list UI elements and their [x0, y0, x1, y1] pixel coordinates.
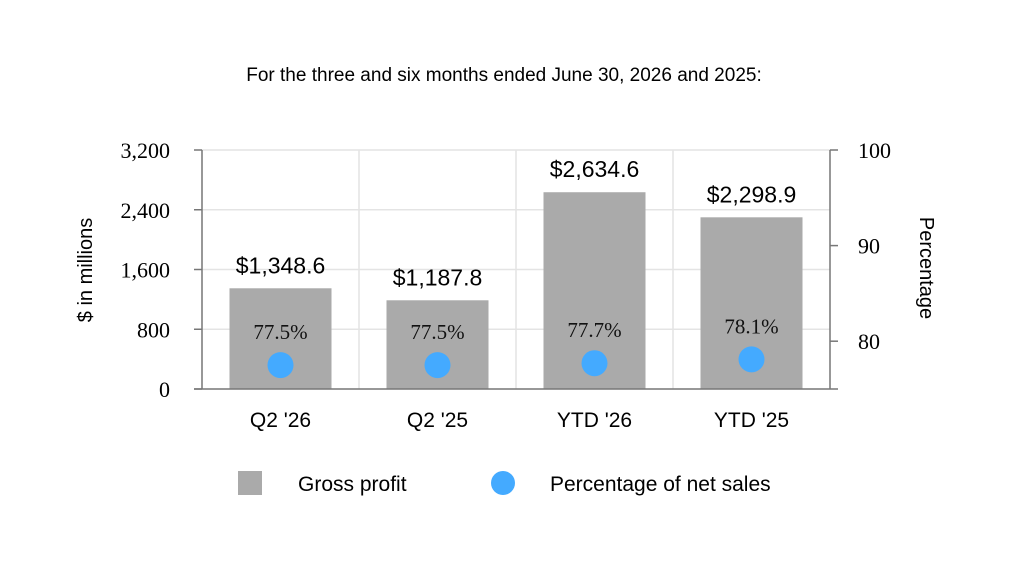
left-tick-label: 3,200: [121, 138, 171, 163]
right-tick-label: 90: [858, 234, 880, 259]
percentage-label: 78.1%: [724, 314, 778, 338]
left-axis-label: $ in millions: [75, 218, 97, 322]
percentage-point-1: [267, 352, 294, 379]
legend-percentage-swatch: [491, 471, 515, 495]
x-tick-label: YTD '26: [557, 409, 632, 432]
left-tick-label: 0: [159, 377, 170, 402]
x-axis-labels: Q2 '26 Q2 '25 YTD '26 YTD '25: [250, 409, 789, 432]
bar-value-label: $1,348.6: [236, 252, 326, 278]
right-axis-ticks: 80 90 100: [830, 138, 891, 354]
legend: Gross profit Percentage of net sales: [238, 471, 771, 496]
right-tick-label: 100: [858, 138, 891, 163]
right-axis-label: Percentage: [915, 217, 937, 319]
left-tick-label: 800: [137, 317, 170, 342]
percentage-label: 77.7%: [567, 318, 621, 342]
left-tick-label: 1,600: [121, 258, 171, 283]
percentage-labels: 77.5% 77.5% 77.7% 78.1%: [253, 314, 778, 344]
left-axis-ticks: 0 800 1,600 2,400 3,200: [121, 138, 202, 402]
chart-title: For the three and six months ended June …: [246, 65, 761, 86]
bar-value-label: $2,634.6: [550, 156, 640, 182]
percentage-label: 77.5%: [253, 320, 307, 344]
left-tick-label: 2,400: [121, 198, 171, 223]
x-tick-label: YTD '25: [714, 409, 789, 432]
right-tick-label: 80: [858, 329, 880, 354]
percentage-point-4: [738, 346, 765, 373]
bar-value-label: $1,187.8: [393, 264, 483, 290]
legend-gross-profit-label: Gross profit: [298, 473, 407, 496]
percentage-point-2: [424, 352, 451, 379]
percentage-point-3: [581, 350, 608, 377]
bar-value-label: $2,298.9: [707, 181, 797, 207]
legend-percentage-label: Percentage of net sales: [550, 473, 771, 496]
bars: [229, 192, 803, 389]
legend-gross-profit-swatch: [238, 471, 262, 495]
percentage-label: 77.5%: [410, 320, 464, 344]
percentage-points: [267, 346, 765, 379]
bar-value-labels: $1,348.6 $1,187.8 $2,634.6 $2,298.9: [236, 156, 797, 290]
x-tick-label: Q2 '26: [250, 409, 311, 432]
x-tick-label: Q2 '25: [407, 409, 468, 432]
